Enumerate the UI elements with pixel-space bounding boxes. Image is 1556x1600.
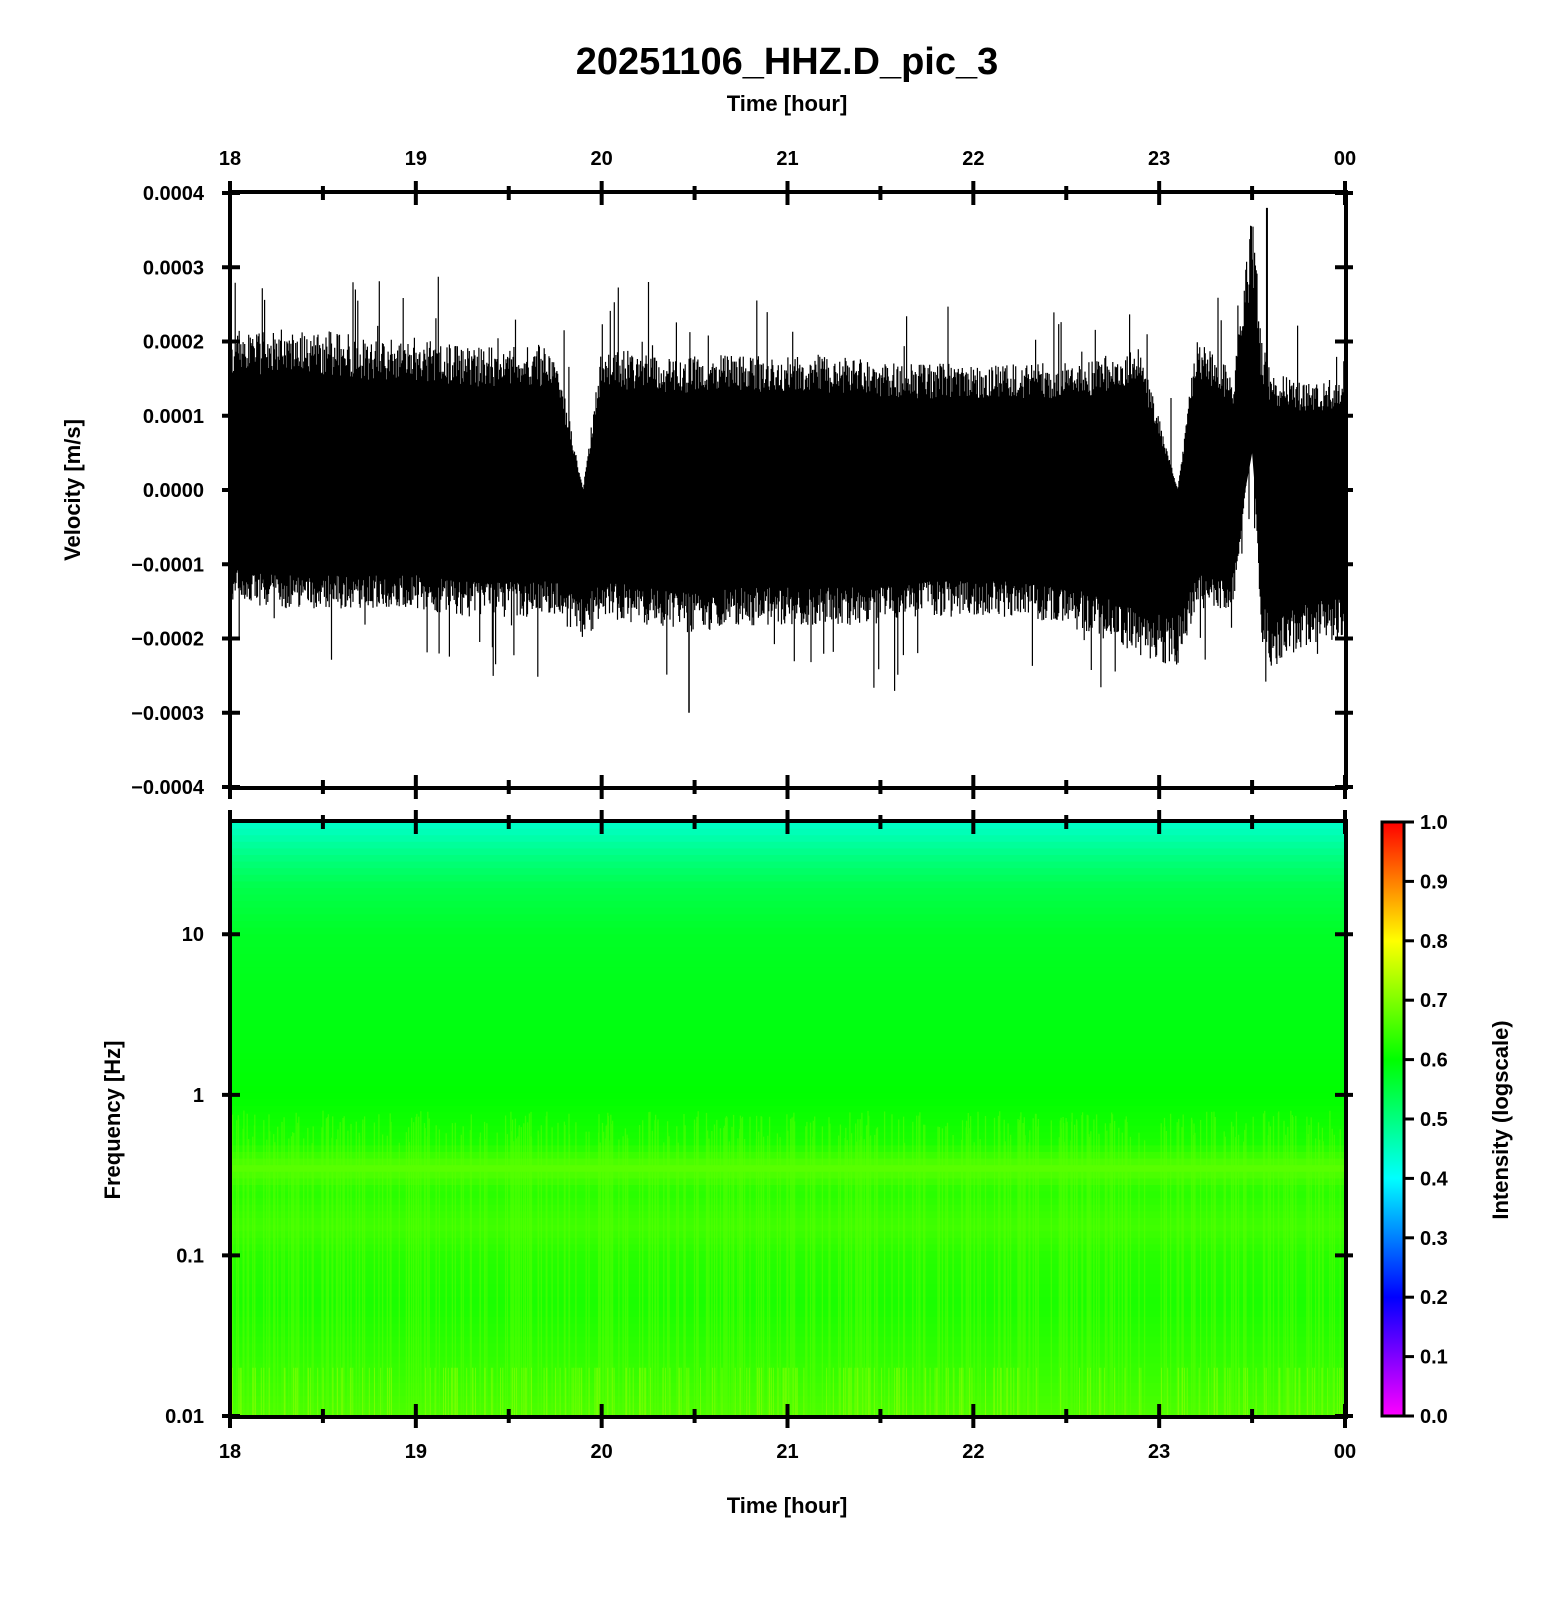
spectrogram-row [230,967,1345,975]
spectrogram-row [230,868,1345,876]
spectrogram-y-tick-label: 10 [182,924,204,946]
spectrogram-row [230,874,1345,882]
spectrogram-row [230,914,1345,922]
colorbar-tick-label: 0.9 [1420,871,1448,893]
spectrogram-row [230,861,1345,869]
bottom-x-tick-label: 18 [219,1441,241,1463]
spectrogram-row [230,987,1345,995]
bottom-x-tick-label: 20 [591,1441,613,1463]
top-x-tick-label: 19 [405,148,427,170]
spectrogram-row [230,954,1345,962]
spectrogram-row [230,1072,1345,1080]
top-x-tick-label: 18 [219,148,241,170]
colorbar-tick-label: 0.4 [1420,1168,1449,1190]
waveform-ticks: 18 19 20 21 22 23 00 0.0004 0.0003 0.0002 0.0001 0.… [131,148,1356,799]
colorbar-tick-label: 0.5 [1420,1109,1448,1131]
colorbar-tick-label: 0.2 [1420,1287,1448,1309]
spectrogram-row [230,901,1345,909]
waveform-y-tick-label: −0.0002 [131,629,204,651]
spectrogram-row [230,927,1345,935]
spectrogram-row [230,855,1345,863]
spectrogram-row [230,848,1345,856]
colorbar-tick-label: 0.0 [1420,1406,1448,1428]
spectrogram-row [230,907,1345,915]
spectrogram-row [230,1099,1345,1107]
colorbar-tick-label: 0.8 [1420,931,1448,953]
waveform-y-tick-label: 0.0001 [143,406,204,428]
spectrogram-row [230,1053,1345,1061]
spectrogram-row [230,894,1345,902]
waveform-y-tick-label: 0.0002 [143,332,204,354]
spectrogram-row [230,921,1345,929]
top-x-tick-label: 21 [776,148,798,170]
spectrogram-row [230,1046,1345,1054]
spectrogram-row [230,1039,1345,1047]
bottom-x-axis-label: Time [hour] [727,1493,848,1518]
spectrogram-row [230,841,1345,849]
spectrogram-row [230,1105,1345,1113]
top-x-tick-label: 00 [1334,148,1356,170]
waveform-y-tick-label: −0.0001 [131,554,204,576]
waveform-core-band [230,328,1345,587]
spectrogram-y-axis-label: Frequency [Hz] [100,1041,125,1200]
waveform-y-tick-label: 0.0000 [143,480,204,502]
spectrogram-plot [230,822,1345,1416]
spectrogram-row [230,1006,1345,1014]
spectrogram-row [230,1092,1345,1100]
bottom-x-tick-label: 22 [962,1441,984,1463]
bottom-x-tick-label: 21 [776,1441,798,1463]
spectrogram-row [230,1013,1345,1021]
colorbar [1382,822,1404,1416]
waveform-y-tick-label: 0.0003 [143,257,204,279]
spectrogram-row [230,1066,1345,1074]
waveform-y-tick-label: −0.0003 [131,703,204,725]
top-x-tick-label: 22 [962,148,984,170]
chart-title: 20251106_HHZ.D_pic_3 [576,41,999,83]
spectrogram-row [230,993,1345,1001]
spectrogram-row [230,1079,1345,1087]
spectrogram-y-tick-label: 0.01 [165,1406,204,1428]
spectrogram-row [230,947,1345,955]
waveform-y-axis-label: Velocity [m/s] [60,419,85,561]
top-x-axis-label: Time [hour] [727,91,848,116]
waveform-y-tick-label: 0.0004 [143,183,205,205]
spectrogram-row [230,973,1345,981]
spectrogram-row [230,1033,1345,1041]
top-x-tick-label: 23 [1148,148,1170,170]
colorbar-tick-label: 0.1 [1420,1347,1448,1369]
spectrogram-row [230,1059,1345,1067]
bottom-x-tick-label: 23 [1148,1441,1170,1463]
waveform-plot [230,207,1345,713]
spectrogram-row [230,934,1345,942]
spectrogram-row [230,881,1345,889]
spectrogram-row [230,940,1345,948]
colorbar-tick-label: 0.7 [1420,990,1448,1012]
colorbar-tick-label: 0.6 [1420,1050,1448,1072]
colorbar-ticks: 1.0 0.9 0.8 0.7 0.6 0.5 0.4 0.3 0.2 0.1 0.0 [1404,812,1449,1428]
spectrogram-ticks: 18 19 20 21 22 23 00 10 1 0.1 0.01 [165,810,1356,1463]
spectrogram-row [230,1086,1345,1094]
spectrogram-row [230,888,1345,896]
spectrogram-y-tick-label: 0.1 [176,1245,204,1267]
spectrogram-low-streaks [232,1367,1343,1416]
spectrogram-y-tick-label: 1 [193,1085,204,1107]
spectrogram-streaks [231,1110,1345,1416]
spectrogram-row [230,1020,1345,1028]
bottom-x-tick-label: 19 [405,1441,427,1463]
spectrogram-row [230,1000,1345,1008]
waveform-y-tick-label: −0.0004 [131,777,205,799]
spectrogram-row [230,1026,1345,1034]
top-x-tick-label: 20 [591,148,613,170]
colorbar-label: Intensity (logscale) [1488,1020,1513,1219]
colorbar-tick-label: 1.0 [1420,812,1448,834]
spectrogram-row [230,980,1345,988]
colorbar-tick-label: 0.3 [1420,1228,1448,1250]
spectrogram-row [230,835,1345,843]
spectrogram-row [230,960,1345,968]
bottom-x-tick-label: 00 [1334,1441,1356,1463]
